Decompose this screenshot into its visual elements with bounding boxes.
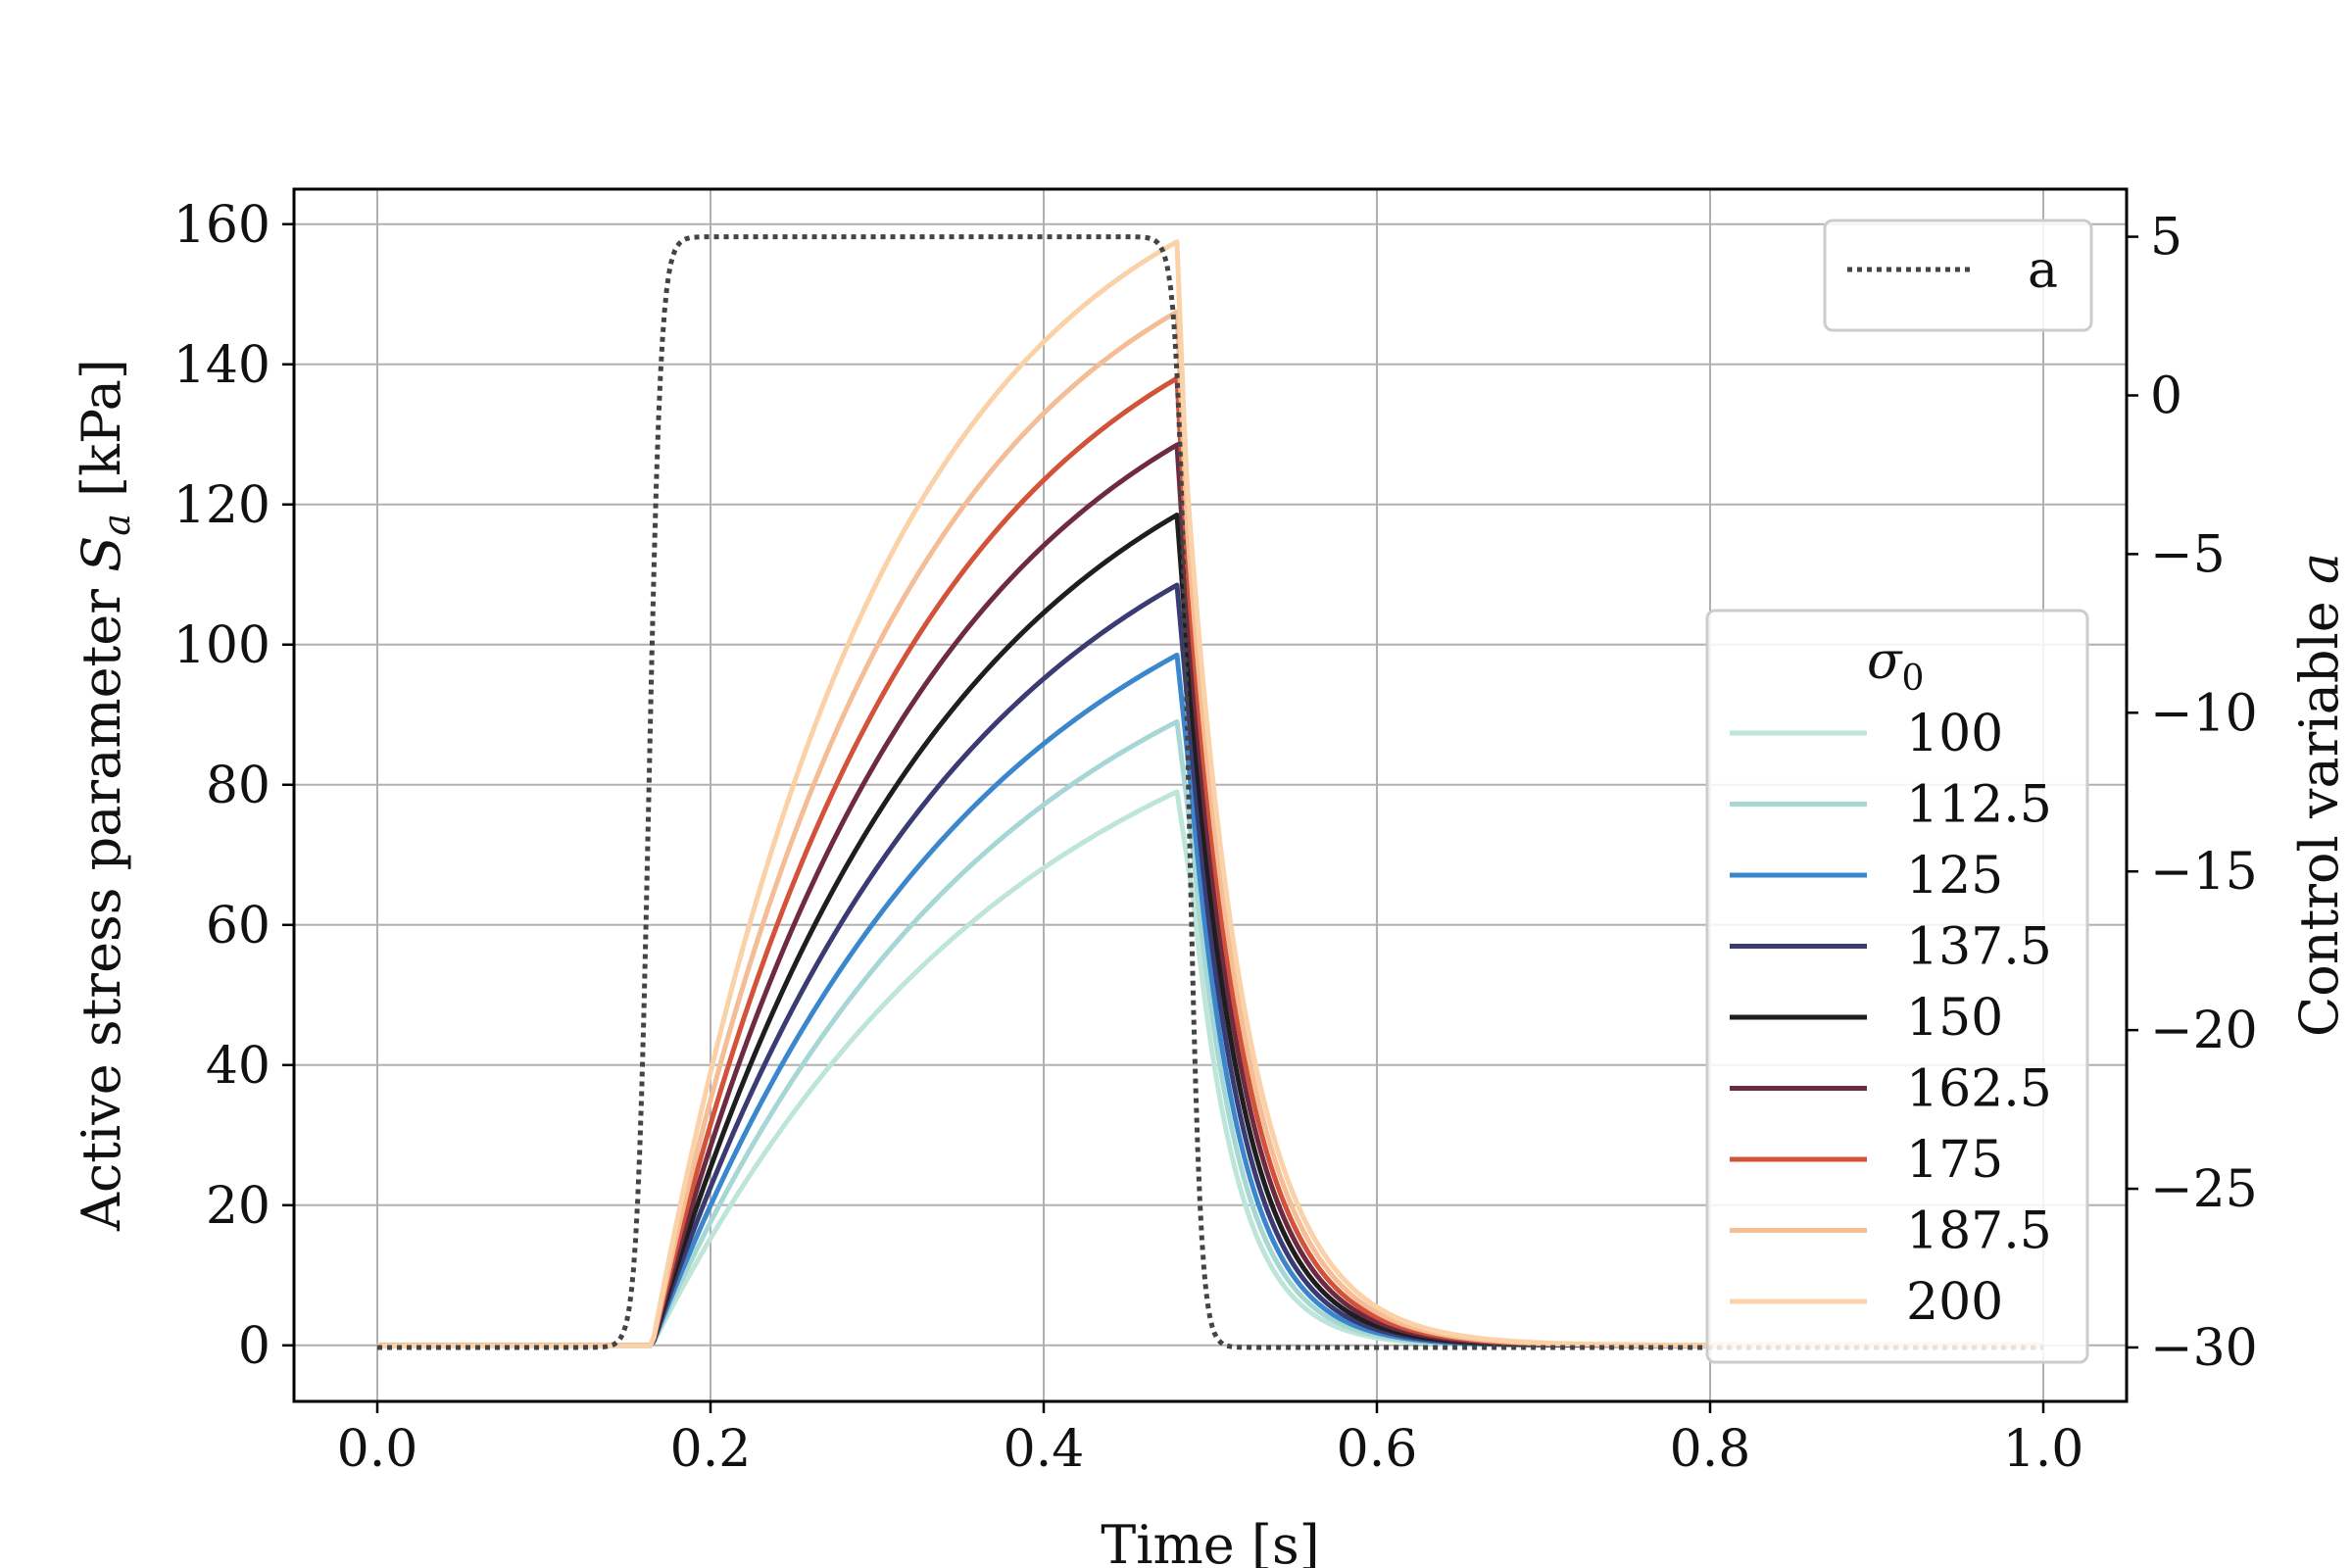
y-left-tick-label: 160 [173, 196, 270, 255]
y-right-tick-label: −5 [2150, 525, 2226, 584]
x-tick-label: 1.0 [2003, 1420, 2084, 1479]
ticks: 0.0 0.2 0.4 0.6 0.8 1.0 0 20 40 60 80 100 120 140 160 5… [173, 196, 2258, 1479]
y-left-tick-label: 140 [173, 336, 270, 395]
legend-sigma-title-symbol: σ [1867, 632, 1903, 691]
y-right-tick-label: −30 [2150, 1319, 2258, 1378]
legend-label-200: 200 [1906, 1273, 2003, 1332]
y-left-tick-label: 100 [173, 616, 270, 675]
legend-label-162.5: 162.5 [1906, 1060, 2052, 1119]
legend-control: a [1823, 219, 2093, 332]
y-axis-right-label: Control variable a [2288, 553, 2350, 1037]
y-left-tick-label: 120 [173, 476, 270, 535]
legend-control-label: a [2028, 241, 2058, 300]
legend-label-175: 175 [1906, 1131, 2003, 1190]
y-left-label-subscript: a [95, 514, 138, 536]
y-right-label-symbol: a [2288, 553, 2350, 584]
legend-sigma-title-subscript: 0 [1902, 659, 1925, 699]
y-left-label-symbol: S [71, 536, 132, 572]
x-axis-label: Time [s] [1101, 1514, 1319, 1568]
x-tick-label: 0.4 [1004, 1420, 1085, 1479]
y-left-tick-label: 40 [206, 1037, 270, 1096]
x-tick-label: 0.2 [670, 1420, 752, 1479]
y-right-tick-label: 5 [2150, 209, 2182, 268]
y-left-label-unit: [kPa] [71, 359, 132, 514]
legend-label-150: 150 [1906, 989, 2003, 1048]
legend-label-125: 125 [1906, 847, 2003, 906]
y-right-tick-label: −10 [2150, 684, 2258, 743]
legend-label-112.5: 112.5 [1906, 776, 2052, 835]
legend-sigma-entries: 100 112.5 125 137.5 150 162.5 175 187.5 200 [1730, 705, 2052, 1332]
y-left-tick-label: 60 [206, 897, 270, 956]
x-tick-label: 0.0 [337, 1420, 418, 1479]
y-left-tick-label: 80 [206, 757, 270, 815]
y-right-tick-label: −25 [2150, 1160, 2258, 1219]
legend-sigma-box [1705, 609, 2089, 1364]
legend-control-box [1823, 219, 2093, 332]
legend-sigma-title: σ0 [1867, 632, 1924, 699]
y-left-tick-label: 20 [206, 1177, 270, 1236]
x-tick-label: 0.6 [1337, 1420, 1418, 1479]
y-right-tick-label: 0 [2150, 367, 2182, 425]
x-tick-label: 0.8 [1670, 1420, 1751, 1479]
y-left-tick-label: 0 [238, 1317, 270, 1376]
legend-sigma: σ0 100 112.5 125 137.5 150 162.5 175 187.5 200 [1705, 609, 2089, 1364]
legend-label-137.5: 137.5 [1906, 918, 2052, 977]
legend-label-187.5: 187.5 [1906, 1202, 2052, 1261]
y-left-label-main: Active stress parameter [71, 572, 132, 1232]
y-right-tick-label: −20 [2150, 1002, 2258, 1060]
y-axis-left-label: Active stress parameter Sa [kPa] [71, 359, 138, 1232]
plot-frame [292, 187, 2129, 1403]
legend-label-100: 100 [1906, 705, 2003, 763]
y-right-tick-label: −15 [2150, 843, 2258, 902]
y-right-label-main: Control variable [2288, 584, 2350, 1037]
